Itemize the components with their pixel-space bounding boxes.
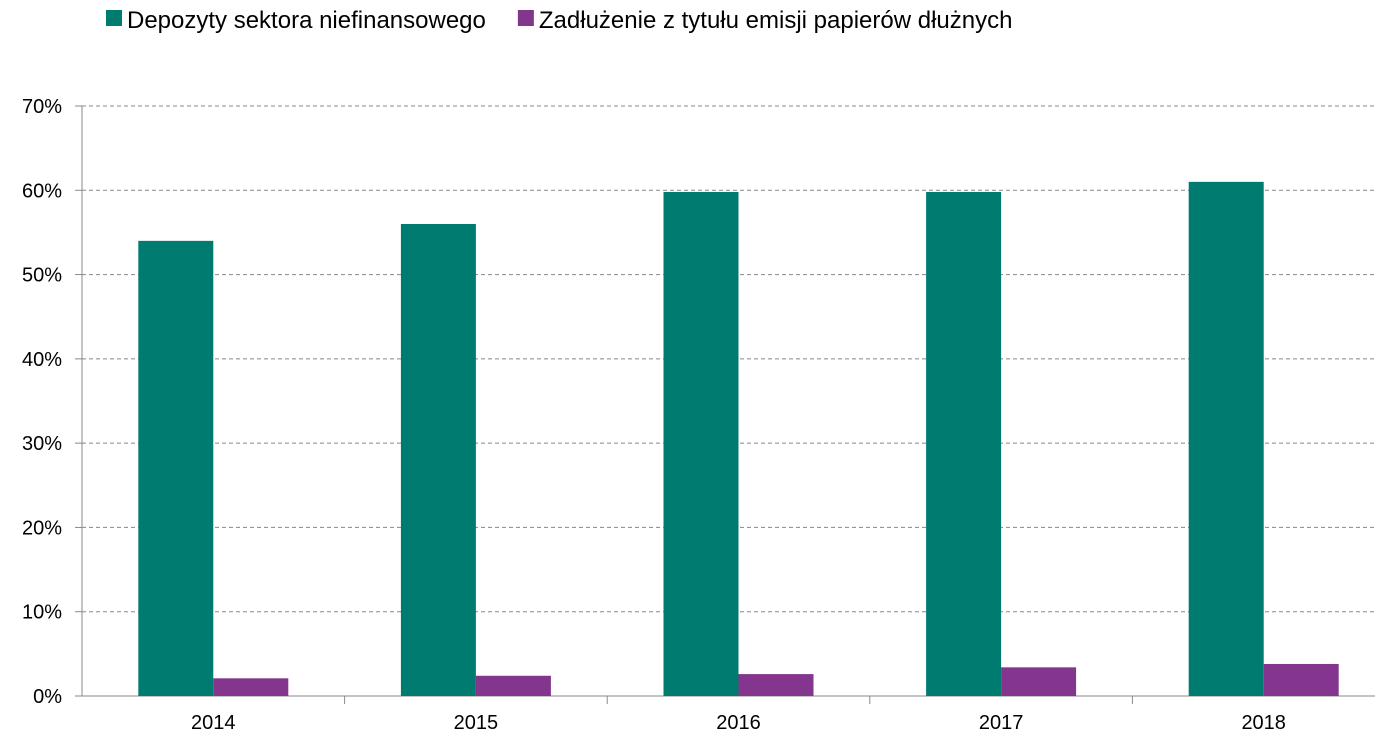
bar bbox=[663, 191, 739, 696]
y-tick-label: 30% bbox=[22, 433, 62, 455]
bar bbox=[926, 191, 1002, 696]
y-tick-label: 50% bbox=[22, 265, 62, 287]
x-tick-label: 2016 bbox=[716, 712, 761, 734]
bar bbox=[738, 674, 814, 696]
y-tick-label: 0% bbox=[33, 686, 62, 708]
bar bbox=[475, 675, 551, 696]
bar bbox=[1263, 663, 1339, 696]
legend-label: Zadłużenie z tytułu emisji papierów dłuż… bbox=[539, 7, 1013, 34]
legend-swatch bbox=[517, 10, 534, 26]
y-tick-label: 10% bbox=[22, 602, 62, 624]
y-tick-label: 40% bbox=[22, 349, 62, 371]
x-tick-label: 2014 bbox=[191, 712, 236, 734]
legend-swatch bbox=[106, 10, 122, 26]
bar bbox=[1188, 181, 1264, 696]
legend-label: Depozyty sektora niefinansowego bbox=[127, 7, 486, 34]
y-tick-label: 60% bbox=[22, 180, 62, 202]
bar bbox=[138, 240, 214, 696]
x-tick-label: 2017 bbox=[979, 712, 1024, 734]
y-tick-label: 20% bbox=[22, 517, 62, 539]
bar bbox=[400, 224, 476, 696]
y-tick-label: 70% bbox=[22, 96, 62, 118]
bar bbox=[1001, 667, 1077, 696]
bar bbox=[213, 678, 289, 696]
x-tick-label: 2015 bbox=[454, 712, 499, 734]
x-tick-label: 2018 bbox=[1241, 712, 1286, 734]
